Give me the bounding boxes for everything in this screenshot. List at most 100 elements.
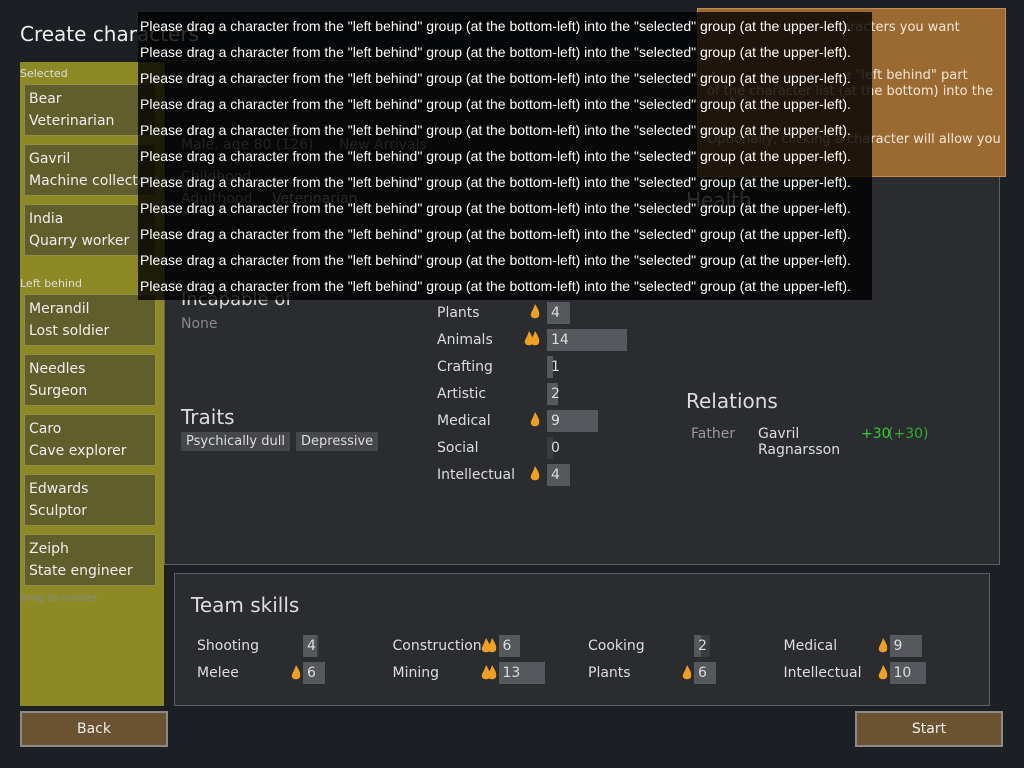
skill-name: Plants [437, 305, 480, 321]
passion-icon [487, 638, 496, 653]
skill-level: 2 [698, 638, 707, 654]
skill-bar [498, 662, 546, 684]
section-title: Relations [686, 389, 778, 413]
overlay-message: Please drag a character from the "left b… [140, 148, 851, 164]
character-name: Caro [29, 421, 62, 437]
trait-chip[interactable]: Psychically dull [181, 432, 290, 451]
skill-name: Intellectual [437, 467, 516, 483]
incapable: None [181, 316, 218, 332]
skill-level: 14 [551, 332, 569, 348]
skill-box: 10 [889, 662, 926, 684]
skill-name: Crafting [437, 359, 493, 375]
skill-name: Medical [437, 413, 491, 429]
character-card[interactable]: Gavril Machine collector [24, 144, 156, 196]
passion-icon [530, 466, 540, 481]
section-label: Left behind [20, 277, 82, 290]
skill-box: 0 [547, 437, 560, 459]
passion-icon [487, 665, 496, 680]
overlay-message: Please drag a character from the "left b… [140, 226, 851, 242]
skill-level: 9 [893, 638, 903, 654]
team-skill-name: Intellectual [783, 665, 862, 681]
character-name: Bear [29, 91, 62, 107]
hint: Drag to reorder [20, 593, 98, 604]
start-button[interactable]: Start [855, 711, 1003, 747]
skill-level: 13 [502, 665, 521, 681]
character-title: State engineer [29, 563, 133, 579]
skill-level: 6 [307, 665, 316, 681]
character-name: Merandil [29, 301, 90, 317]
character-card[interactable]: India Quarry worker [24, 204, 156, 256]
overlay-message: Please drag a character from the "left b… [140, 96, 851, 112]
back-button[interactable]: Back [20, 711, 168, 747]
passion-icon [291, 665, 301, 680]
skill-box: 9 [547, 410, 599, 432]
skill-level: 1 [551, 359, 560, 375]
character-card[interactable]: Caro Cave explorer [24, 414, 156, 466]
skill-box: 4 [547, 302, 570, 324]
skill-bar [694, 662, 716, 684]
skill-level: 6 [698, 665, 707, 681]
character-name: Gavril [29, 151, 71, 167]
skill-level: 4 [307, 638, 316, 654]
skill-bar [303, 635, 318, 657]
character-card[interactable]: Bear Veterinarian [24, 84, 156, 136]
character-name: India [29, 211, 64, 227]
skill-box: 6 [303, 662, 325, 684]
relation-opinion-total: (+30) [888, 426, 929, 442]
overlay-message: Please drag a character from the "left b… [140, 44, 851, 60]
skill-bar [547, 464, 570, 486]
character-card[interactable]: Zeiph State engineer [24, 534, 156, 586]
skill-box: 6 [694, 662, 716, 684]
skill-box: 6 [498, 635, 521, 657]
skill-bar [547, 410, 599, 432]
skill-bar [889, 635, 922, 657]
character-card[interactable]: Merandil Lost soldier [24, 294, 156, 346]
passion-icon [530, 412, 540, 427]
overlay-message: Please drag a character from the "left b… [140, 122, 851, 138]
skill-box: 4 [547, 464, 570, 486]
overlay-message: Please drag a character from the "left b… [140, 174, 851, 190]
skill-level: 6 [502, 638, 512, 654]
overlay-message: Please drag a character from the "left b… [140, 278, 851, 294]
character-title: Quarry worker [29, 233, 130, 249]
skill-bar [498, 635, 521, 657]
skill-bar [694, 635, 702, 657]
character-title: Machine collector [29, 173, 153, 189]
team-skill-name: Mining [392, 665, 440, 681]
skill-level: 10 [893, 665, 912, 681]
skill-level: 9 [551, 413, 560, 429]
character-title: Lost soldier [29, 323, 110, 339]
character-name: Zeiph [29, 541, 69, 557]
character-name: Edwards [29, 481, 89, 497]
team-skill-name: Melee [197, 665, 239, 681]
character-card[interactable]: Edwards Sculptor [24, 474, 156, 526]
skill-box: 14 [547, 329, 627, 351]
team-skill-name: Plants [588, 665, 631, 681]
skill-bar [547, 356, 553, 378]
skill-box: 13 [498, 662, 546, 684]
character-title: Veterinarian [29, 113, 115, 129]
skill-level: 2 [551, 386, 560, 402]
skill-bar [303, 662, 325, 684]
tutorial-text: e "left behind" part [843, 68, 968, 83]
skill-box: 9 [889, 635, 922, 657]
passion-icon [878, 638, 887, 653]
passion-icon [682, 665, 692, 680]
section-title: Team skills [191, 593, 300, 617]
passion-icon [878, 665, 887, 680]
skill-bar [547, 302, 570, 324]
character-title: Surgeon [29, 383, 88, 399]
overlay-message: Please drag a character from the "left b… [140, 18, 851, 34]
trait-chip[interactable]: Depressive [296, 432, 379, 451]
skill-level: 0 [551, 440, 560, 456]
overlay-message: Please drag a character from the "left b… [140, 252, 851, 268]
relation-type: Father [691, 426, 736, 442]
passion-icon [530, 331, 540, 346]
team-skill-name: Construction [392, 638, 482, 654]
character-card[interactable]: Needles Surgeon [24, 354, 156, 406]
skill-level: 4 [551, 305, 560, 321]
team-skill-name: Medical [783, 638, 838, 654]
overlay-message: Please drag a character from the "left b… [140, 200, 851, 216]
character-title: Cave explorer [29, 443, 127, 459]
